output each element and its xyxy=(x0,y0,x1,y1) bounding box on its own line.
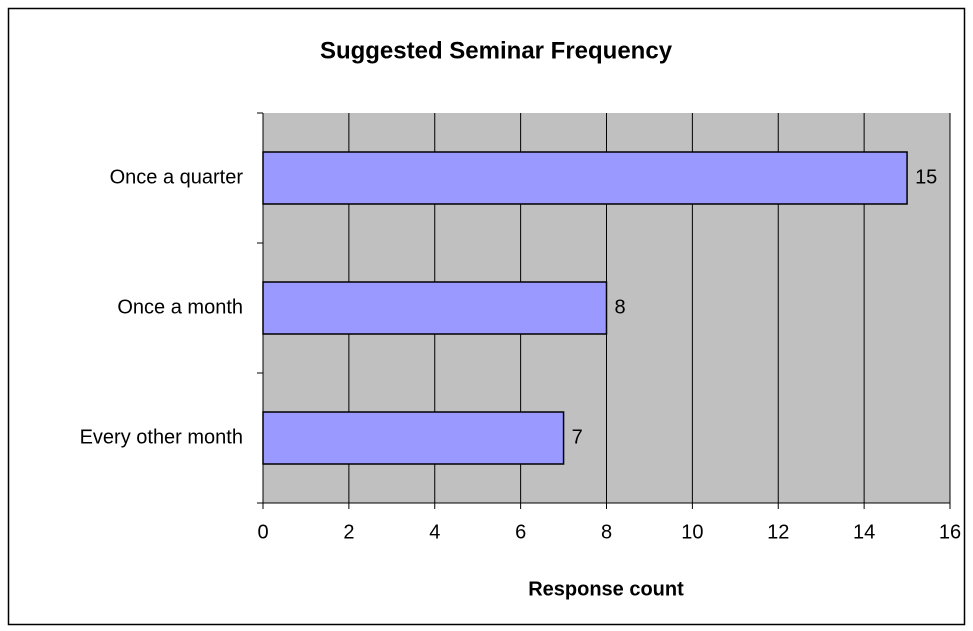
x-tick-label: 2 xyxy=(343,521,354,543)
x-tick-label: 4 xyxy=(429,521,440,543)
x-tick-label: 8 xyxy=(601,521,612,543)
x-tick-label: 10 xyxy=(681,521,703,543)
bar xyxy=(262,151,908,205)
data-label: 8 xyxy=(615,296,626,318)
data-label: 15 xyxy=(915,166,937,188)
bar xyxy=(262,281,608,335)
chart-title: Suggested Seminar Frequency xyxy=(320,37,673,64)
x-tick-label: 12 xyxy=(767,521,789,543)
y-tick-label: Once a quarter xyxy=(110,166,244,188)
x-axis-label: Response count xyxy=(528,578,684,600)
y-tick-label: Every other month xyxy=(80,426,243,448)
x-tick-label: 0 xyxy=(257,521,268,543)
x-tick-label: 14 xyxy=(853,521,875,543)
data-label: 7 xyxy=(572,426,583,448)
x-tick-label: 6 xyxy=(515,521,526,543)
y-tick-label: Once a month xyxy=(117,296,243,318)
x-tick-label: 16 xyxy=(939,521,961,543)
bar xyxy=(262,411,565,465)
